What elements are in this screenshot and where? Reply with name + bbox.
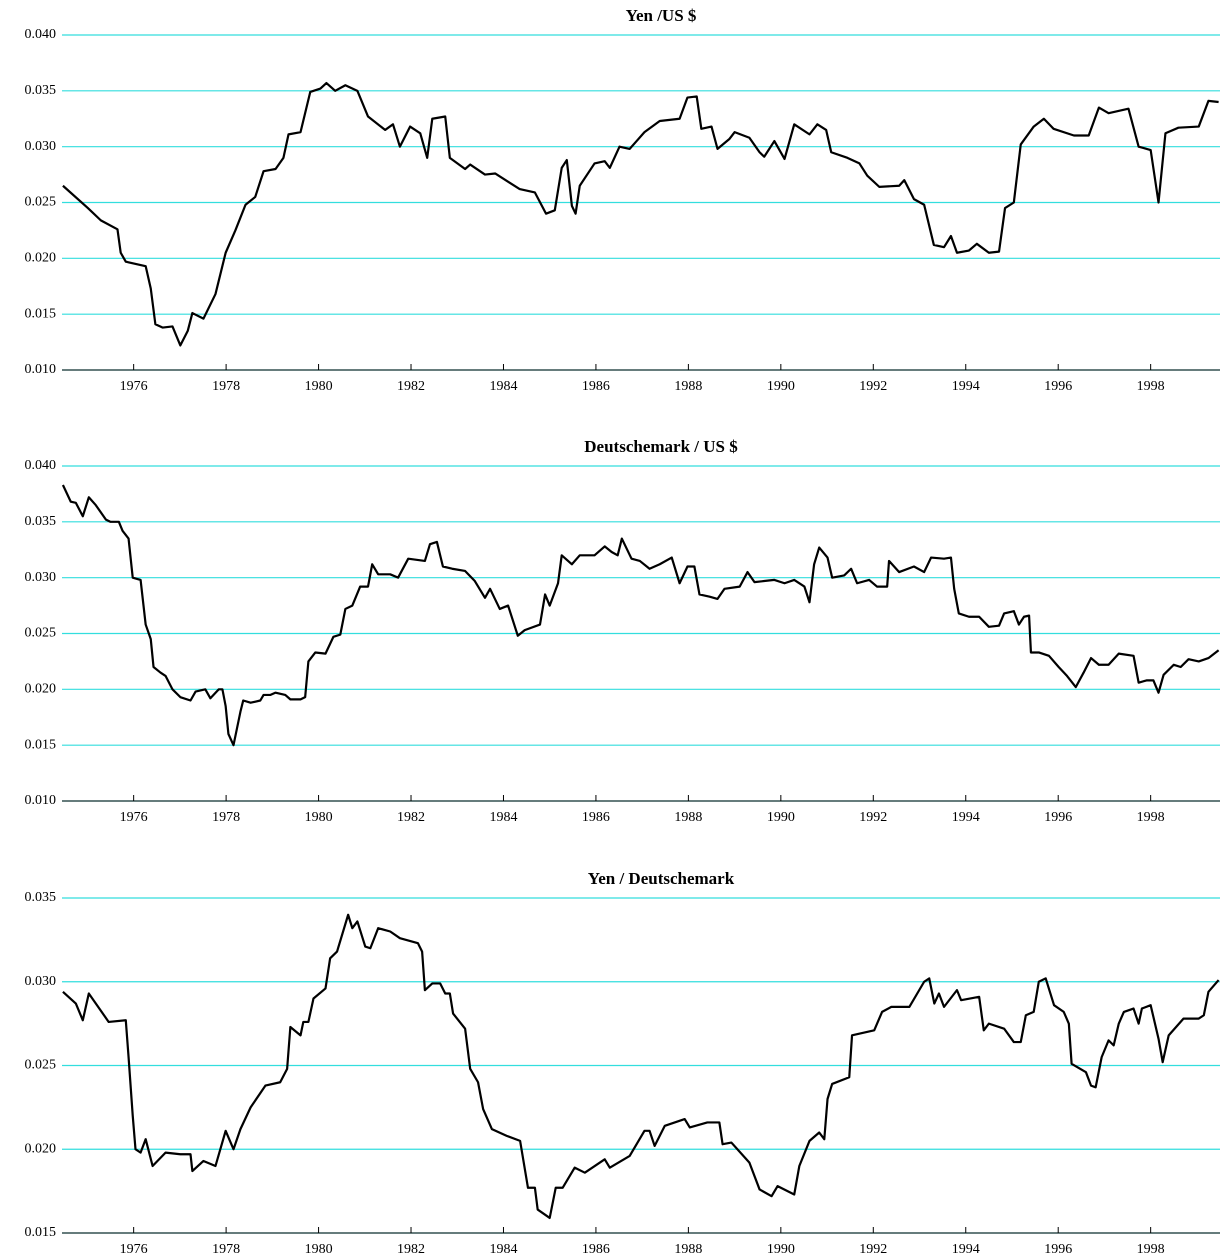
x-tick-label: 1982 <box>397 1242 425 1257</box>
y-tick-label: 0.015 <box>25 737 57 752</box>
y-tick-label: 0.025 <box>25 626 57 641</box>
x-tick-label: 1998 <box>1137 1242 1165 1257</box>
x-tick-label: 1992 <box>859 1242 887 1257</box>
x-tick-label: 1976 <box>120 810 148 825</box>
x-tick-label: 1988 <box>674 1242 702 1257</box>
x-tick-label: 1998 <box>1137 379 1165 394</box>
y-tick-label: 0.035 <box>25 890 57 905</box>
x-tick-label: 1998 <box>1137 810 1165 825</box>
panel: Yen /US $ 0.010 0.015 0.020 0.025 0.030 0.035 0… <box>25 6 1220 394</box>
y-tick-label: 0.020 <box>25 251 57 266</box>
y-tick-label: 0.020 <box>25 1141 57 1156</box>
x-tick-label: 1990 <box>767 379 795 394</box>
y-tick-label: 0.025 <box>25 195 57 210</box>
x-tick-label: 1986 <box>582 379 610 394</box>
panel: Deutschemark / US $ 0.010 0.015 0.020 0.025 0… <box>25 437 1220 825</box>
y-tick-label: 0.040 <box>25 458 57 473</box>
x-tick-label: 1980 <box>305 379 333 394</box>
x-tick-label: 1982 <box>397 810 425 825</box>
x-tick-label: 1994 <box>952 810 980 825</box>
y-tick-label: 0.025 <box>25 1058 57 1073</box>
y-tick-label: 0.010 <box>25 362 57 377</box>
x-tick-label: 1986 <box>582 810 610 825</box>
data-line <box>61 484 1220 747</box>
x-tick-label: 1978 <box>212 1242 240 1257</box>
x-tick-label: 1984 <box>489 810 517 825</box>
data-line <box>62 81 1219 347</box>
x-tick-label: 1996 <box>1044 379 1072 394</box>
x-tick-label: 1992 <box>859 810 887 825</box>
y-tick-label: 0.020 <box>25 682 57 697</box>
panel: Yen / Deutschemark 0.015 0.020 0.025 0.030 0.… <box>25 869 1220 1257</box>
x-tick-label: 1990 <box>767 810 795 825</box>
x-tick-label: 1996 <box>1044 810 1072 825</box>
y-tick-label: 0.035 <box>25 83 57 98</box>
x-tick-label: 1990 <box>767 1242 795 1257</box>
y-tick-label: 0.015 <box>25 306 57 321</box>
x-tick-label: 1994 <box>952 1242 980 1257</box>
y-tick-label: 0.030 <box>25 570 57 585</box>
x-tick-label: 1992 <box>859 379 887 394</box>
y-tick-label: 0.035 <box>25 514 57 529</box>
x-tick-label: 1994 <box>952 379 980 394</box>
chart-title: Yen /US $ <box>626 6 697 25</box>
x-tick-label: 1988 <box>674 379 702 394</box>
x-tick-label: 1978 <box>212 379 240 394</box>
y-tick-label: 0.010 <box>25 793 57 808</box>
x-tick-label: 1984 <box>489 1242 517 1257</box>
y-tick-label: 0.040 <box>25 27 57 42</box>
y-tick-label: 0.030 <box>25 974 57 989</box>
x-tick-label: 1988 <box>674 810 702 825</box>
x-tick-label: 1986 <box>582 1242 610 1257</box>
x-tick-label: 1976 <box>120 1242 148 1257</box>
chart-title: Deutschemark / US $ <box>584 437 738 456</box>
x-tick-label: 1982 <box>397 379 425 394</box>
y-tick-label: 0.015 <box>25 1225 57 1240</box>
x-tick-label: 1980 <box>305 810 333 825</box>
x-tick-label: 1980 <box>305 1242 333 1257</box>
x-tick-label: 1984 <box>489 379 517 394</box>
data-line <box>62 913 1220 1220</box>
x-tick-label: 1978 <box>212 810 240 825</box>
chart-title: Yen / Deutschemark <box>588 869 735 888</box>
y-tick-label: 0.030 <box>25 139 57 154</box>
x-tick-label: 1976 <box>120 379 148 394</box>
x-tick-label: 1996 <box>1044 1242 1072 1257</box>
